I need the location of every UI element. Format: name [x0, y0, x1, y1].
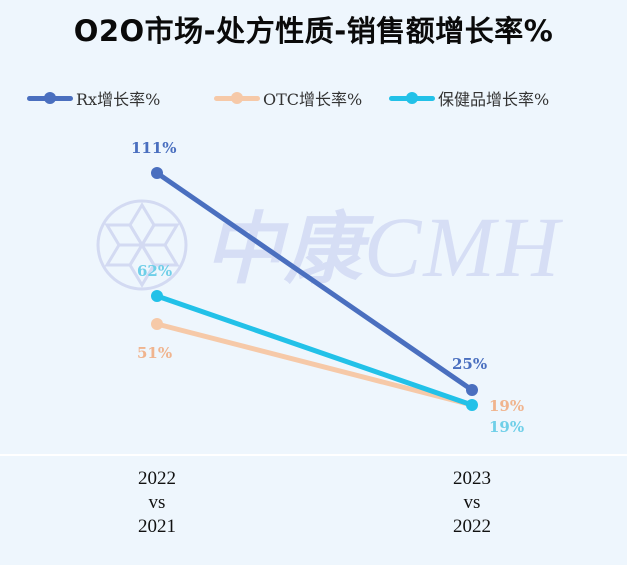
- data-point-hp-0: [151, 290, 163, 302]
- data-point-otc-0: [151, 318, 163, 330]
- legend-item-otc: OTC增长率%: [214, 86, 362, 110]
- series-line-rx: [154, 170, 475, 393]
- legend-label: OTC增长率%: [263, 90, 363, 109]
- legend-line-marker-icon: [27, 91, 73, 105]
- legend-item-rx: Rx增长率%: [27, 86, 160, 110]
- legend-line-marker-icon: [389, 91, 435, 105]
- data-label-otc-0: 51%: [137, 344, 173, 362]
- chart-legend: Rx增长率% OTC增长率% 保健品增长率%: [0, 86, 627, 110]
- series-line-health-products: [154, 293, 475, 408]
- x-axis-line: [0, 454, 627, 456]
- data-label-rx-0: 111%: [131, 139, 177, 157]
- data-label-otc-1: 19%: [489, 397, 525, 415]
- chart-title: O2O市场-处方性质-销售额增长率%: [73, 14, 554, 48]
- series-line-otc: [154, 321, 475, 408]
- data-label-rx-1: 25%: [452, 355, 488, 373]
- legend-label: Rx增长率%: [76, 90, 161, 109]
- data-point-hp-1: [466, 399, 478, 411]
- x-tick-label-1: 2023 vs 2022: [453, 468, 491, 537]
- data-point-rx-1: [466, 384, 478, 396]
- legend-item-health-products: 保健品增长率%: [389, 86, 549, 110]
- data-label-hp-0: 62%: [137, 262, 173, 280]
- data-point-rx-0: [151, 167, 163, 179]
- legend-line-marker-icon: [214, 91, 260, 105]
- data-label-hp-1: 19%: [489, 418, 525, 436]
- legend-label: 保健品增长率%: [438, 90, 550, 109]
- x-tick-label-0: 2022 vs 2021: [138, 468, 176, 537]
